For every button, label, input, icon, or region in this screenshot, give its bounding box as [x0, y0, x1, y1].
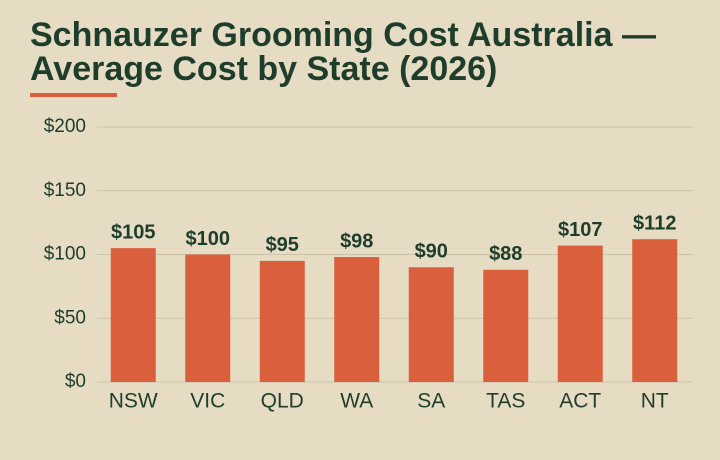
value-label: $107: [558, 219, 603, 241]
x-tick-label: VIC: [190, 390, 225, 413]
y-tick-label: $0: [65, 371, 86, 392]
value-label: $112: [633, 212, 676, 234]
x-tick-label: WA: [340, 390, 373, 413]
y-tick-label: $150: [44, 180, 86, 201]
bar: [110, 248, 156, 382]
x-tick-label: NT: [641, 390, 669, 413]
y-tick-label: $200: [44, 116, 86, 137]
value-label: $88: [489, 243, 522, 265]
x-tick-label: TAS: [486, 390, 525, 413]
bar: [259, 260, 305, 382]
bar: [408, 267, 454, 382]
value-label: $105: [111, 221, 156, 243]
chart-title: Schnauzer Grooming Cost Australia — Aver…: [30, 16, 656, 88]
bar: [483, 269, 529, 382]
x-tick-label: QLD: [261, 390, 304, 413]
x-tick-label: SA: [417, 390, 445, 413]
value-label: $90: [415, 241, 448, 263]
x-tick-label: NSW: [109, 390, 158, 413]
y-tick-label: $100: [44, 244, 86, 265]
bar: [185, 254, 231, 382]
bar: [334, 257, 380, 382]
title-underline: [30, 93, 117, 97]
bar: [632, 239, 678, 382]
bar: [557, 245, 603, 382]
y-tick-label: $50: [54, 307, 86, 328]
value-label: $100: [186, 228, 231, 250]
value-label: $95: [266, 234, 299, 256]
x-tick-label: ACT: [559, 390, 601, 413]
value-label: $98: [340, 230, 373, 252]
